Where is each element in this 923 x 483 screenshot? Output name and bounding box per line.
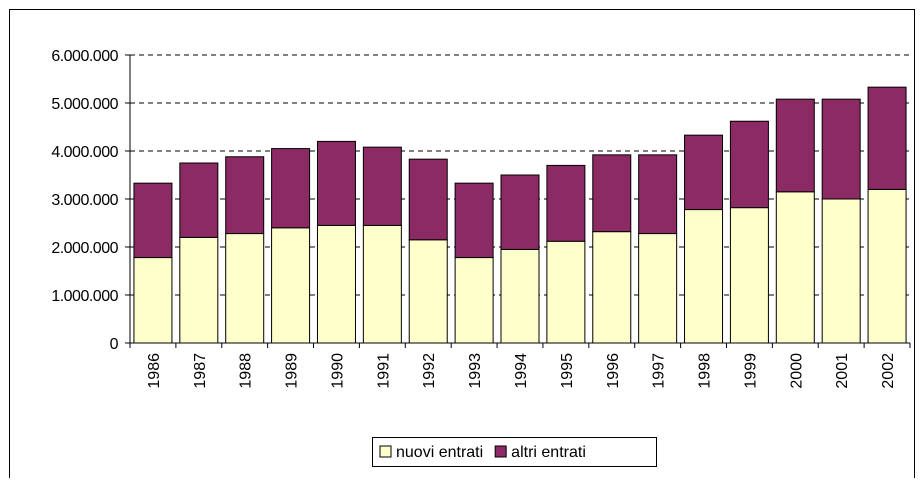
bar-segment [546,240,586,344]
x-tick-label: 1993 [467,353,484,389]
bar-segment [500,248,540,344]
x-tick-label: 1996 [605,353,622,389]
bar-segment [867,188,907,344]
y-tick-label: 5.000.000 [51,96,118,113]
x-tick-label: 1990 [329,353,346,389]
legend-swatch [379,445,392,458]
x-tick-label: 1986 [146,353,163,389]
bar-segment [592,154,632,233]
y-tick-label: 6.000.000 [51,48,118,65]
bar-segment [821,198,861,344]
x-tick-label: 1995 [559,353,576,389]
legend-swatch [494,445,507,458]
bar-segment [271,227,311,344]
bar-segment [500,174,540,250]
bar-segment [775,191,815,344]
bar-segment [225,233,265,344]
bar-segment [775,98,815,193]
x-tick-label: 1988 [238,353,255,389]
bar-segment [867,86,907,190]
x-tick-label: 2000 [788,353,805,389]
bar-segment [362,224,402,344]
y-tick-label: 2.000.000 [51,240,118,257]
bar-segment [684,134,724,211]
x-tick-label: 1991 [375,353,392,389]
bar-segment [454,182,494,259]
bar-segment [133,257,173,344]
y-tick-label: 1.000.000 [51,288,118,305]
x-tick-label: 2002 [880,353,897,389]
bar-segment [408,158,448,241]
x-tick-label: 1989 [284,353,301,389]
bar-segment [729,207,769,344]
x-tick-label: 1994 [513,353,530,389]
y-tick-label: 0 [110,336,119,353]
bar-segment [408,239,448,344]
bar-segment [592,231,632,344]
bar-segment [316,140,356,226]
bar-segment [133,182,173,259]
legend-label: altri entrati [511,444,586,461]
bar-segment [821,98,861,200]
bar-segment [454,257,494,344]
bar-segment [638,233,678,344]
bar-segment [225,156,265,235]
bar-segment [179,162,219,238]
bar-segment [179,236,219,344]
x-tick-label: 1987 [192,353,209,389]
x-tick-label: 1999 [742,353,759,389]
bar-segment [271,148,311,229]
legend-box [372,437,657,467]
y-tick-label: 4.000.000 [51,144,118,161]
bar-segment [546,164,586,242]
x-tick-label: 2001 [834,353,851,389]
bar-segment [316,224,356,344]
bar-segment [638,154,678,235]
bar-segment [362,146,402,226]
x-tick-label: 1997 [651,353,668,389]
bar-segment [684,209,724,344]
legend-label: nuovi entrati [396,444,483,461]
y-tick-label: 3.000.000 [51,192,118,209]
x-tick-label: 1998 [697,353,714,389]
bar-segment [729,120,769,209]
x-tick-label: 1992 [421,353,438,389]
